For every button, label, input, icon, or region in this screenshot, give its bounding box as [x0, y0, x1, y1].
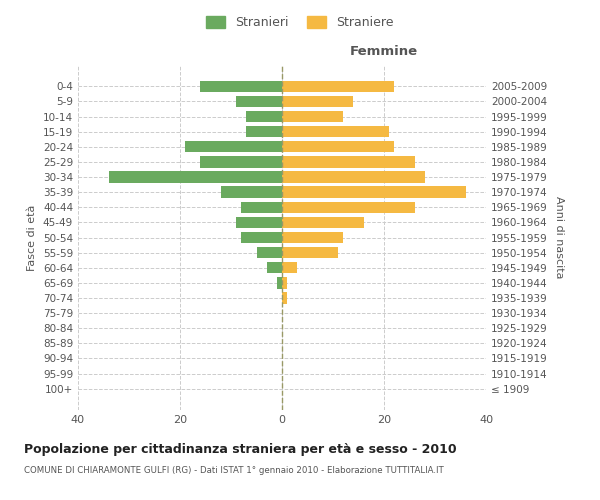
Bar [109, 172, 282, 182]
Bar [200, 80, 282, 92]
Bar [236, 96, 282, 107]
Bar [185, 141, 282, 152]
Bar [241, 232, 282, 243]
Bar [246, 111, 282, 122]
Bar [236, 216, 282, 228]
Bar [282, 172, 425, 182]
Bar [282, 141, 394, 152]
Text: Femmine: Femmine [350, 45, 418, 58]
Text: COMUNE DI CHIARAMONTE GULFI (RG) - Dati ISTAT 1° gennaio 2010 - Elaborazione TUT: COMUNE DI CHIARAMONTE GULFI (RG) - Dati … [24, 466, 444, 475]
Bar [246, 126, 282, 138]
Bar [241, 202, 282, 213]
Y-axis label: Fasce di età: Fasce di età [28, 204, 37, 270]
Bar [257, 247, 282, 258]
Bar [282, 80, 394, 92]
Bar [266, 262, 282, 274]
Bar [282, 126, 389, 138]
Bar [282, 111, 343, 122]
Bar [277, 277, 282, 288]
Bar [282, 247, 338, 258]
Bar [282, 186, 466, 198]
Bar [221, 186, 282, 198]
Bar [282, 262, 298, 274]
Legend: Stranieri, Straniere: Stranieri, Straniere [202, 11, 398, 34]
Bar [282, 156, 415, 168]
Y-axis label: Anni di nascita: Anni di nascita [554, 196, 564, 279]
Bar [282, 232, 343, 243]
Bar [282, 216, 364, 228]
Bar [282, 292, 287, 304]
Bar [282, 277, 287, 288]
Bar [200, 156, 282, 168]
Bar [282, 96, 353, 107]
Text: Popolazione per cittadinanza straniera per età e sesso - 2010: Popolazione per cittadinanza straniera p… [24, 442, 457, 456]
Bar [282, 202, 415, 213]
